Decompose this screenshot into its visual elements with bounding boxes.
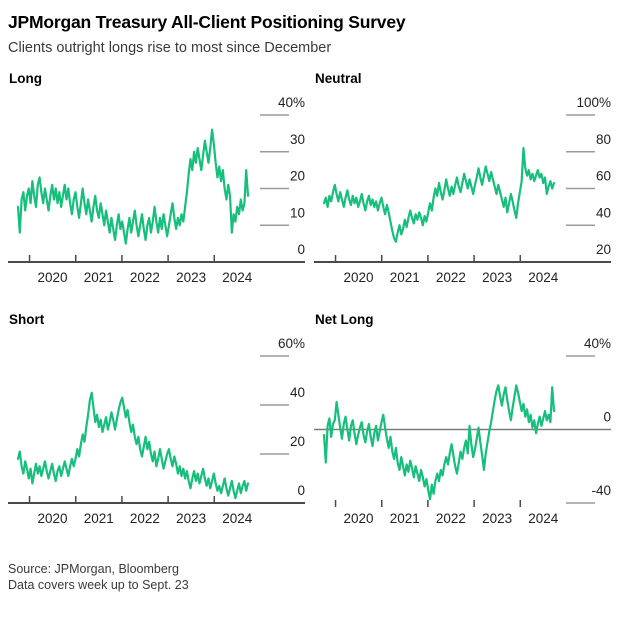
svg-text:2022: 2022 <box>436 511 466 526</box>
svg-text:2023: 2023 <box>482 270 512 285</box>
svg-text:2024: 2024 <box>528 511 559 526</box>
svg-text:20: 20 <box>596 242 611 257</box>
svg-text:2021: 2021 <box>390 270 420 285</box>
panel-long: Long 2020 2021 2022 2023 2024 40% 30 20 10 0 <box>8 71 308 296</box>
page-subtitle: Clients outright longs rise to most sinc… <box>8 39 332 56</box>
svg-text:2022: 2022 <box>436 270 466 285</box>
long-chart: 2020 2021 2022 2023 2024 40% 30 20 10 0 <box>8 95 305 285</box>
svg-text:2020: 2020 <box>38 511 68 526</box>
svg-text:0: 0 <box>297 242 305 257</box>
page-title: JPMorgan Treasury All-Client Positioning… <box>8 12 406 32</box>
svg-text:2024: 2024 <box>222 270 253 285</box>
svg-text:40: 40 <box>290 385 305 400</box>
panel-long-title: Long <box>9 70 42 86</box>
panel-neutral: Neutral 2020 2021 2022 2023 2024 100% 80 60 40 20 <box>314 71 614 296</box>
charts-grid: Long 2020 2021 2022 2023 2024 40% 30 20 10 0 Neut… <box>8 71 614 537</box>
svg-text:2021: 2021 <box>390 511 420 526</box>
panel-netlong: Net Long 2020 2021 2022 2023 2024 40% 0 -40 <box>314 312 614 537</box>
coverage-note: Data covers week up to Sept. 23 <box>8 577 189 592</box>
svg-text:80: 80 <box>596 132 611 147</box>
svg-text:-40: -40 <box>591 483 611 498</box>
svg-text:2022: 2022 <box>130 511 160 526</box>
svg-text:30: 30 <box>290 132 305 147</box>
svg-text:40: 40 <box>596 205 611 220</box>
svg-text:2020: 2020 <box>344 511 374 526</box>
svg-text:2020: 2020 <box>38 270 68 285</box>
svg-text:2022: 2022 <box>130 270 160 285</box>
svg-text:10: 10 <box>290 205 305 220</box>
svg-text:2023: 2023 <box>176 270 206 285</box>
svg-text:2021: 2021 <box>84 270 114 285</box>
netlong-chart: 2020 2021 2022 2023 2024 40% 0 -40 <box>314 336 611 526</box>
neutral-chart: 2020 2021 2022 2023 2024 100% 80 60 40 20 <box>314 95 611 285</box>
panel-netlong-title: Net Long <box>315 311 374 327</box>
svg-text:2021: 2021 <box>84 511 114 526</box>
short-chart: 2020 2021 2022 2023 2024 60% 40 20 0 <box>8 336 305 526</box>
svg-text:20: 20 <box>290 168 305 183</box>
svg-text:0: 0 <box>297 483 305 498</box>
footer: Source: JPMorgan, Bloomberg Data covers … <box>8 561 614 593</box>
panel-neutral-title: Neutral <box>315 70 362 86</box>
svg-text:2023: 2023 <box>176 511 206 526</box>
svg-text:2024: 2024 <box>528 270 559 285</box>
svg-text:40%: 40% <box>584 336 611 351</box>
svg-text:2024: 2024 <box>222 511 253 526</box>
svg-text:2023: 2023 <box>482 511 512 526</box>
svg-text:20: 20 <box>290 434 305 449</box>
source-note: Source: JPMorgan, Bloomberg <box>8 561 179 576</box>
svg-text:40%: 40% <box>278 95 305 110</box>
panel-short-title: Short <box>9 311 45 327</box>
panel-short: Short 2020 2021 2022 2023 2024 60% 40 20 0 <box>8 312 308 537</box>
svg-text:60%: 60% <box>278 336 305 351</box>
svg-text:0: 0 <box>603 409 611 424</box>
svg-text:60: 60 <box>596 168 611 183</box>
svg-text:100%: 100% <box>576 95 611 110</box>
svg-text:2020: 2020 <box>344 270 374 285</box>
